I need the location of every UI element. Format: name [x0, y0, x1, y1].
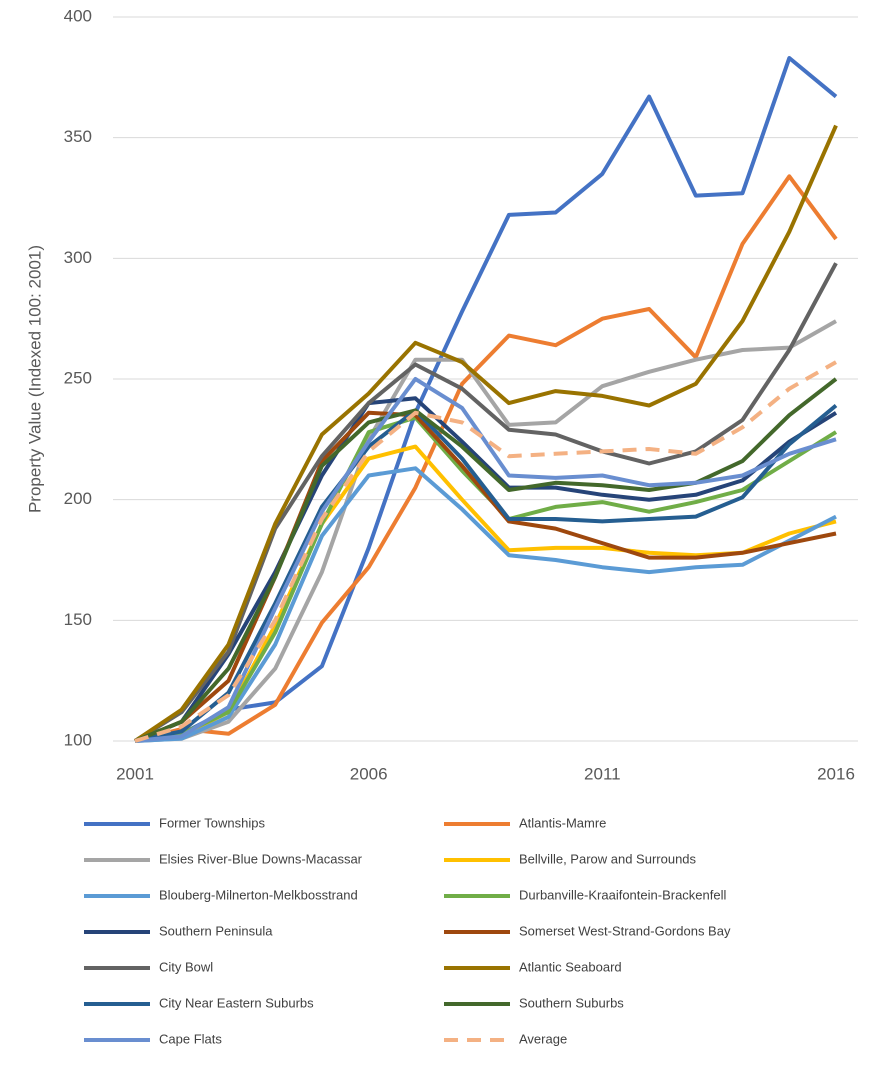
- legend-label: Elsies River-Blue Downs-Macassar: [159, 851, 363, 866]
- y-tick-label: 400: [64, 6, 92, 25]
- series-line: [134, 377, 837, 743]
- legend-label: Durbanville-Kraaifontein-Brackenfell: [519, 887, 726, 902]
- y-tick-label: 200: [64, 489, 92, 508]
- series-line: [134, 174, 838, 743]
- series-line: [134, 360, 837, 743]
- legend-label: City Near Eastern Suburbs: [159, 995, 314, 1010]
- legend-label: City Bowl: [159, 959, 213, 974]
- legend-label: Bellville, Parow and Surrounds: [519, 851, 697, 866]
- series-line: [134, 403, 838, 743]
- series-line: [134, 410, 837, 743]
- series-line: [134, 56, 838, 743]
- legend-label: Blouberg-Milnerton-Melkbosstrand: [159, 887, 358, 902]
- y-axis-label: Property Value (Indexed 100: 2001): [25, 245, 44, 513]
- y-tick-label: 100: [64, 730, 92, 749]
- legend-label: Atlantis-Mamre: [519, 815, 606, 830]
- series-line: [133, 124, 838, 743]
- series-line: [134, 377, 838, 743]
- legend-label: Average: [519, 1031, 567, 1046]
- legend-label: Southern Peninsula: [159, 923, 273, 938]
- y-tick-label: 350: [64, 127, 92, 146]
- series-line: [134, 396, 838, 743]
- legend-label: Cape Flats: [159, 1031, 222, 1046]
- legend-label: Southern Suburbs: [519, 995, 624, 1010]
- x-tick-label: 2001: [116, 764, 154, 783]
- x-tick-label: 2016: [817, 764, 855, 783]
- x-tick-label: 2006: [350, 764, 388, 783]
- x-tick-label: 2011: [584, 764, 621, 783]
- y-tick-label: 300: [64, 248, 92, 267]
- series-line: [134, 466, 837, 743]
- y-tick-label: 250: [64, 368, 92, 387]
- series-line: [133, 262, 838, 743]
- legend-label: Former Townships: [159, 815, 265, 830]
- legend-label: Somerset West-Strand-Gordons Bay: [519, 923, 731, 938]
- y-tick-label: 150: [64, 610, 92, 629]
- legend-label: Atlantic Seaboard: [519, 959, 622, 974]
